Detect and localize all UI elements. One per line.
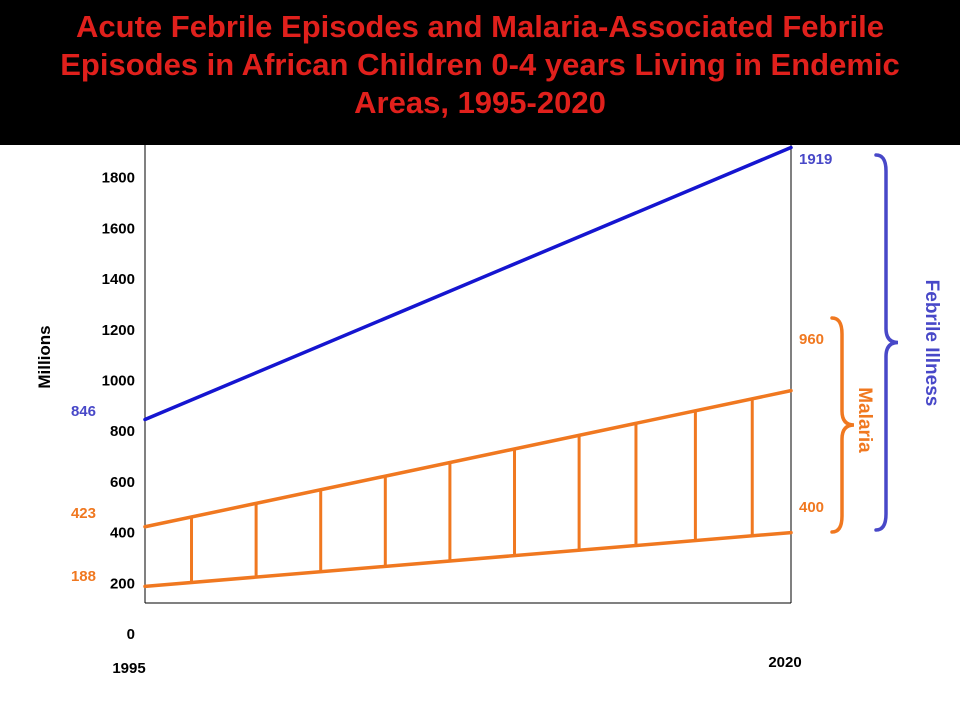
end-value-label: 1919 — [799, 151, 832, 168]
malaria-brace — [830, 316, 855, 534]
malaria-band — [190, 398, 754, 583]
y-tick-label: 1400 — [102, 271, 135, 288]
y-tick-label: 1000 — [102, 373, 135, 390]
series-line-malaria_upper — [143, 388, 793, 529]
y-tick-label: 1200 — [102, 322, 135, 339]
malaria-label: Malaria — [854, 387, 875, 453]
y-axis-label: Millions — [35, 325, 54, 388]
x-tick-label: 1995 — [112, 660, 145, 677]
febrile-illness-label: Febrile Illness — [921, 280, 942, 407]
y-tick-label: 200 — [110, 575, 135, 592]
braces: Febrile Illness Malaria — [830, 153, 942, 534]
y-tick-label: 0 — [127, 626, 135, 643]
chart-title: Acute Febrile Episodes and Malaria-Assoc… — [60, 9, 900, 120]
y-tick-label: 600 — [110, 474, 135, 491]
series-lines — [143, 145, 793, 589]
y-tick-label: 1800 — [102, 170, 135, 187]
y-tick-label: 1600 — [102, 220, 135, 237]
series-line-febrile — [143, 145, 793, 422]
start-value-label: 423 — [71, 505, 96, 522]
x-tick-label: 2020 — [768, 654, 801, 671]
y-tick-labels: 0 200 400 600 800 1000 1200 1400 1600 1800 — [102, 170, 135, 643]
value-labels: 846 1919 423 960 188 400 — [71, 151, 832, 585]
febrile-illness-brace — [874, 153, 899, 532]
y-tick-label: 400 — [110, 525, 135, 542]
start-value-label: 188 — [71, 568, 96, 585]
end-value-label: 960 — [799, 331, 824, 348]
end-value-label: 400 — [799, 499, 824, 516]
series-line-malaria_lower — [143, 530, 793, 589]
start-value-label: 846 — [71, 403, 96, 420]
title-banner: Acute Febrile Episodes and Malaria-Assoc… — [0, 0, 960, 145]
y-tick-label: 800 — [110, 423, 135, 440]
